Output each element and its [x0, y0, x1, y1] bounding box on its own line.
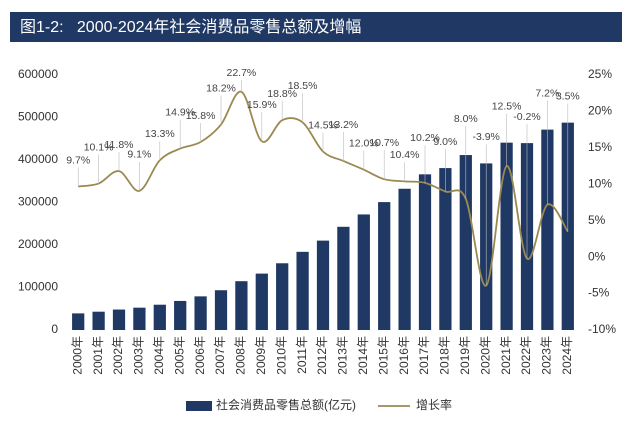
x-tick-label: 2009年 [254, 336, 268, 375]
value-label: 10.1% [84, 141, 114, 153]
x-tick-label: 2005年 [172, 336, 186, 375]
x-tick-label: 2020年 [478, 336, 492, 375]
x-tick-label: 2021年 [499, 336, 513, 375]
bar [378, 202, 391, 330]
value-label: -3.9% [472, 131, 499, 143]
x-tick-label: 2008年 [234, 336, 248, 375]
bar [235, 281, 248, 330]
bar [214, 290, 228, 330]
x-tick-label: 2017年 [417, 336, 431, 375]
value-label: 12.5% [492, 100, 522, 112]
bar [133, 307, 146, 330]
x-tick-label: 2002年 [111, 336, 125, 375]
value-label: 18.2% [206, 82, 236, 94]
value-label: 9.0% [433, 136, 457, 148]
value-label: 10.2% [410, 132, 440, 144]
value-label: 13.2% [329, 119, 359, 131]
bar [72, 313, 85, 330]
bar [418, 174, 432, 330]
legend-label: 增长率 [416, 397, 452, 412]
y2-tick-label: 5% [588, 213, 606, 227]
bar [174, 300, 187, 330]
value-label: 10.4% [390, 149, 420, 161]
value-label: -0.2% [513, 111, 540, 123]
value-label: 18.8% [267, 88, 297, 100]
x-tick-label: 2011年 [295, 336, 309, 374]
y-tick-label: 300000 [18, 195, 58, 209]
y2-tick-label: 0% [588, 249, 606, 263]
value-label: 11.8% [105, 139, 134, 151]
x-tick-label: 2001年 [91, 336, 105, 375]
bar [153, 304, 166, 330]
bar [316, 240, 330, 330]
value-label: 12.0% [349, 137, 379, 149]
value-label: 3.5% [556, 90, 580, 102]
x-tick-label: 2023年 [540, 336, 554, 375]
bar [541, 129, 554, 330]
value-label: 15.8% [186, 110, 216, 122]
bar [357, 214, 370, 330]
chart-title: 图1-2: 2000-2024年社会消费品零售总额及增幅 [20, 18, 361, 36]
legend-label: 社会消费品零售总额(亿元) [216, 397, 356, 412]
x-tick-label: 2003年 [132, 336, 146, 375]
legend-swatch [186, 401, 212, 411]
bar [296, 251, 309, 330]
x-tick-label: 2004年 [152, 336, 166, 375]
value-label: 9.1% [127, 149, 151, 161]
bar [194, 296, 207, 330]
value-label: 9.7% [66, 154, 90, 166]
value-label: 22.7% [227, 67, 257, 79]
value-label: 7.2% [535, 87, 559, 99]
x-tick-label: 2022年 [519, 336, 533, 375]
bar [439, 168, 452, 330]
x-tick-label: 2016年 [397, 336, 411, 375]
x-tick-label: 2010年 [274, 336, 288, 375]
bar [398, 188, 411, 330]
x-tick-label: 2024年 [560, 336, 574, 375]
y2-tick-label: 20% [588, 104, 612, 118]
y2-tick-label: 15% [588, 140, 612, 154]
x-tick-label: 2019年 [458, 336, 472, 375]
growth-line [78, 90, 569, 287]
y-tick-label: 100000 [18, 280, 58, 294]
x-tick-label: 2018年 [438, 336, 452, 375]
y-tick-label: 400000 [18, 152, 58, 166]
x-tick-label: 2014年 [356, 336, 370, 375]
y2-tick-label: 25% [588, 67, 612, 81]
y-tick-label: 0 [51, 322, 58, 336]
bar [337, 226, 350, 330]
y2-tick-label: -10% [588, 322, 616, 336]
bar [459, 155, 472, 330]
y-tick-label: 500000 [18, 110, 58, 124]
y-tick-label: 200000 [18, 237, 58, 251]
bar [500, 142, 513, 330]
bar [255, 273, 268, 330]
bar [112, 309, 126, 330]
x-tick-label: 2006年 [193, 336, 207, 375]
y2-tick-label: 10% [588, 176, 612, 190]
x-tick-label: 2013年 [336, 336, 350, 375]
x-tick-label: 2000年 [70, 336, 84, 375]
y2-tick-label: -5% [588, 286, 610, 300]
x-tick-label: 2015年 [376, 336, 390, 375]
bar [276, 263, 289, 330]
y-tick-label: 600000 [18, 67, 58, 81]
value-label: 14.9% [165, 106, 195, 118]
value-label: 14.5% [308, 119, 338, 131]
value-label: 13.3% [145, 128, 175, 140]
value-label: 18.5% [288, 80, 318, 92]
value-label: 15.9% [247, 99, 277, 111]
bar [92, 311, 105, 330]
header-bar [10, 12, 622, 42]
x-tick-label: 2007年 [213, 336, 227, 375]
x-tick-label: 2012年 [315, 336, 329, 375]
value-label: 10.7% [369, 137, 399, 149]
value-label: 8.0% [454, 113, 478, 125]
